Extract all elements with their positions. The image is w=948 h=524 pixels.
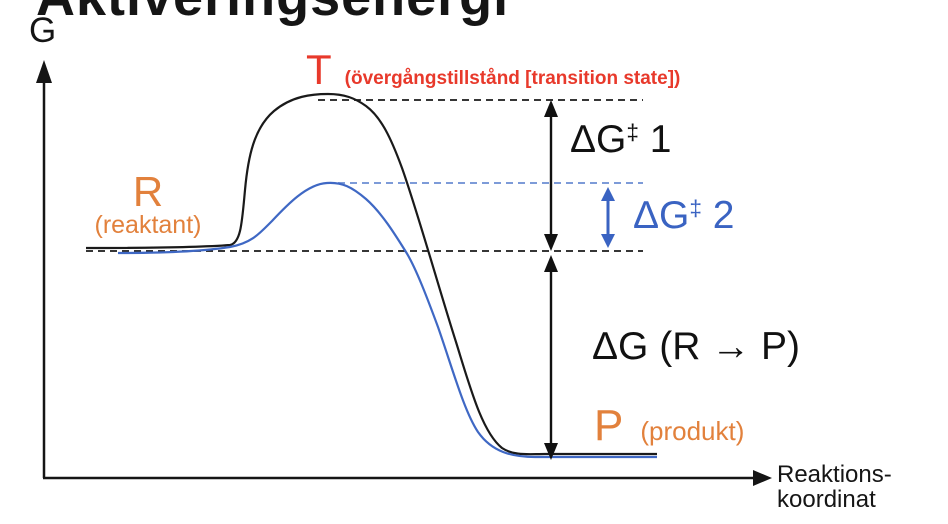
dg1-prefix: ΔG bbox=[570, 118, 627, 161]
x-axis-label: Reaktions- koordinat bbox=[777, 462, 892, 512]
product-note: (produkt) bbox=[640, 416, 745, 446]
reactant-symbol: R bbox=[132, 168, 164, 215]
dg1-doubledagger: ‡ bbox=[626, 119, 639, 145]
reactant-note: (reaktant) bbox=[94, 211, 202, 239]
x-axis-label-line1: Reaktions- bbox=[777, 461, 892, 488]
transition-state-label: T (övergångstillstånd [transition state]… bbox=[306, 49, 680, 91]
product-symbol: P bbox=[594, 401, 624, 450]
uncatalyzed-energy-curve bbox=[85, 92, 657, 456]
dg2-measure-arrow bbox=[601, 187, 615, 248]
dg-rp-measure-arrow bbox=[544, 255, 558, 460]
x-axis-label-line2: koordinat bbox=[777, 486, 876, 513]
slide-title: Aktiveringsenergi bbox=[36, 0, 509, 28]
catalyzed-energy-curve bbox=[117, 181, 657, 459]
transition-state-note: (övergångstillstånd [transition state]) bbox=[344, 68, 681, 89]
dg2-prefix: ΔG bbox=[633, 194, 690, 237]
dg1-measure-arrow bbox=[544, 100, 558, 251]
dg1-label: ΔG‡ 1 bbox=[570, 120, 672, 159]
reactant-label: R (reaktant) bbox=[86, 171, 210, 239]
y-axis-label: G bbox=[29, 11, 57, 50]
dg2-label: ΔG‡ 2 bbox=[633, 196, 735, 235]
dg2-doubledagger: ‡ bbox=[689, 195, 702, 221]
dg2-suffix: 2 bbox=[701, 194, 735, 237]
product-label: P (produkt) bbox=[594, 404, 744, 448]
transition-state-symbol: T bbox=[306, 46, 332, 93]
x-axis-arrowhead-icon bbox=[753, 470, 772, 486]
dg1-suffix: 1 bbox=[638, 118, 672, 161]
y-axis-arrowhead-icon bbox=[36, 60, 52, 83]
dg-rp-label: ΔG (R → P) bbox=[592, 325, 801, 368]
